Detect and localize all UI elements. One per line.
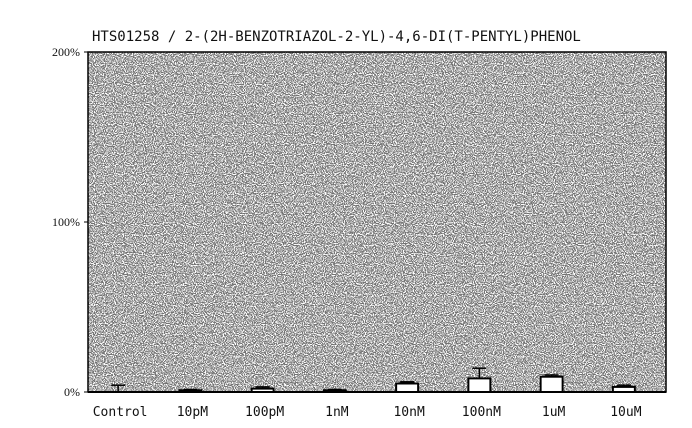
y-tick-label: 200% [52, 45, 80, 59]
x-tick-label: Control [93, 405, 148, 420]
x-tick-label: 1nM [325, 405, 349, 420]
x-tick-label: 10nM [393, 405, 424, 420]
x-tick-label: 100pM [245, 405, 284, 420]
x-tick-label: 10pM [177, 405, 208, 420]
bar [395, 382, 420, 393]
x-tick-label: 1uM [542, 405, 566, 420]
chart-title: HTS01258 / 2-(2H-BENZOTRIAZOL-2-YL)-4,6-… [92, 29, 581, 45]
stipple-texture [88, 52, 666, 392]
x-axis-labels: Control 10pM 100pM 1nM 10nM 100nM 1uM 10uM [93, 405, 642, 420]
y-axis: 0% 100% 200% [52, 45, 88, 399]
bar [467, 377, 492, 393]
x-tick-label: 100nM [462, 405, 501, 420]
y-tick-label: 100% [52, 215, 80, 229]
bar [539, 375, 564, 394]
x-tick-label: 10uM [610, 405, 641, 420]
y-tick-label: 0% [64, 385, 80, 399]
